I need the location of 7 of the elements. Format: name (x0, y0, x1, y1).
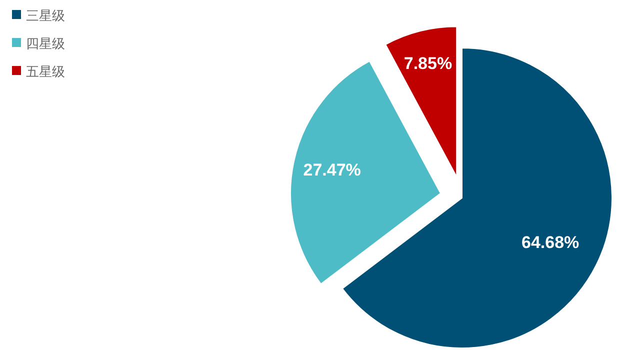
data-label: 7.85% (404, 54, 452, 73)
pie: 64.68% 27.47% 7.85% (290, 26, 612, 348)
data-label: 64.68% (522, 232, 580, 252)
legend-label: 五星级 (26, 65, 65, 80)
data-label: 27.47% (303, 160, 361, 180)
legend-label: 四星级 (26, 37, 65, 52)
legend-label: 三星级 (26, 9, 65, 24)
